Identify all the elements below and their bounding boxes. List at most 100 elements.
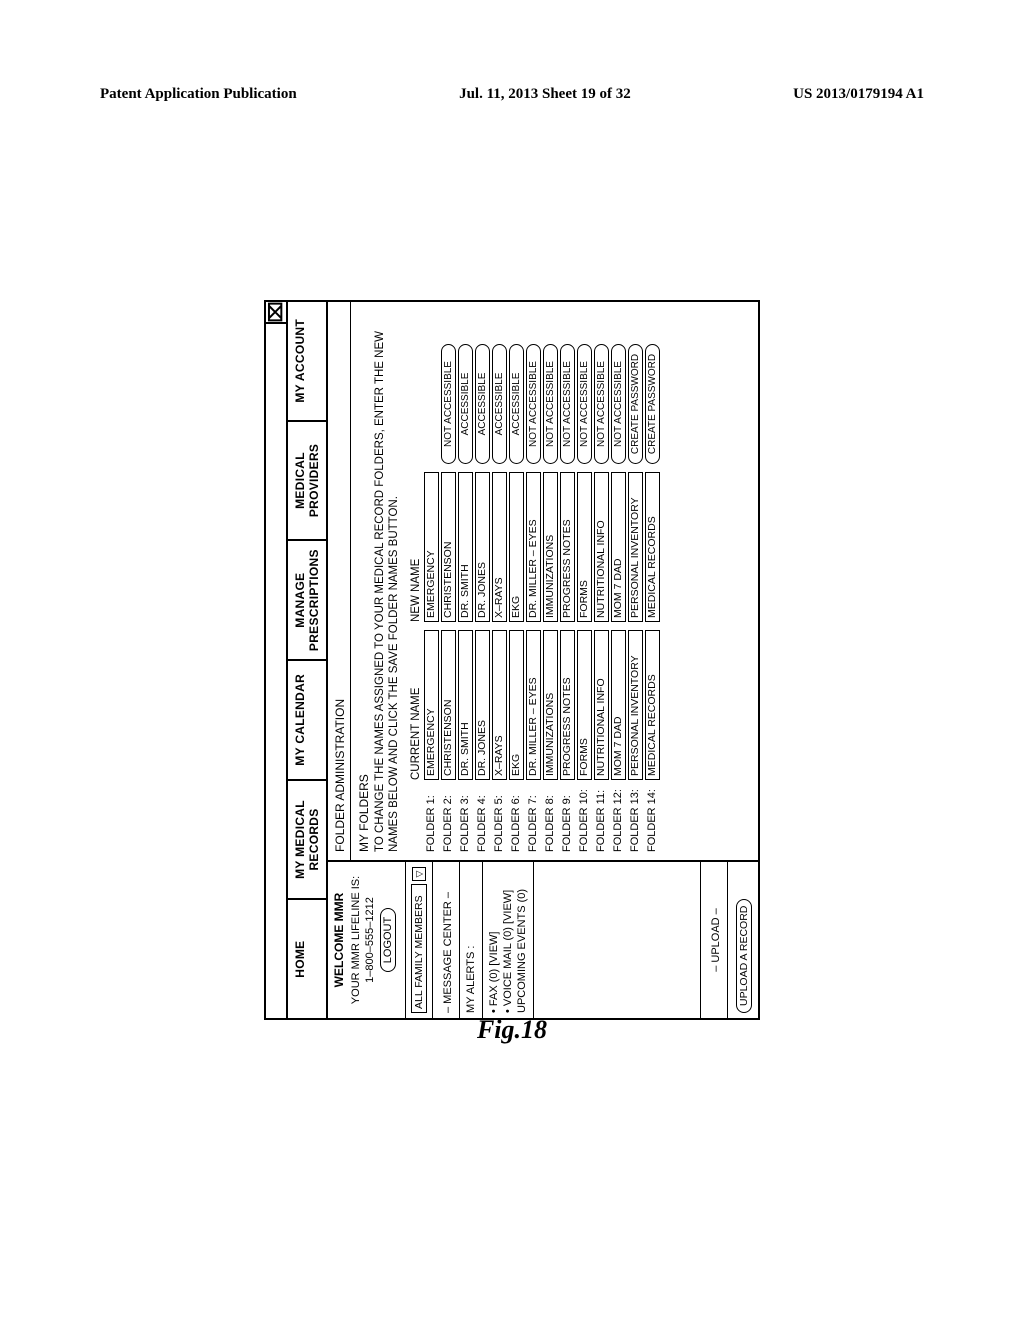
accessibility-button[interactable]: NOT ACCESSIBLE <box>441 344 456 464</box>
title-bar: ⌧ <box>266 302 288 1018</box>
folder-label: FOLDER 8: <box>544 780 556 852</box>
page-header: Patent Application Publication Jul. 11, … <box>100 86 924 103</box>
accessibility-button[interactable]: CREATE PASSWORD <box>645 344 660 464</box>
nav-tabs: HOME MY MEDICAL RECORDS MY CALENDAR MANA… <box>288 302 328 1018</box>
new-name-input[interactable]: DR. JONES <box>475 472 490 622</box>
folder-label: FOLDER 10: <box>578 780 590 852</box>
folder-label: FOLDER 1: <box>425 780 437 852</box>
welcome-label: WELCOME MMR <box>332 867 346 1013</box>
accessibility-button[interactable]: NOT ACCESSIBLE <box>611 344 626 464</box>
accessibility-button[interactable]: NOT ACCESSIBLE <box>560 344 575 464</box>
accessibility-button[interactable]: NOT ACCESSIBLE <box>577 344 592 464</box>
divider <box>700 862 701 1018</box>
accessibility-button[interactable]: ACCESSIBLE <box>492 344 507 464</box>
new-name-input[interactable]: X–RAYS <box>492 472 507 622</box>
folder-row: FOLDER 1:EMERGENCYEMERGENCY <box>424 310 439 852</box>
folder-label: FOLDER 3: <box>459 780 471 852</box>
col-current-name: CURRENT NAME <box>410 630 422 780</box>
folder-row: FOLDER 10:FORMSFORMSNOT ACCESSIBLE <box>577 310 592 852</box>
lifeline-value: 1–800–555–1212 <box>364 867 376 1013</box>
new-name-input[interactable]: EKG <box>509 472 524 622</box>
current-name-field: MEDICAL RECORDS <box>645 630 660 780</box>
my-alerts-label: MY ALERTS : <box>465 867 477 1013</box>
tab-my-account[interactable]: MY ACCOUNT <box>288 302 326 420</box>
folder-label: FOLDER 5: <box>493 780 505 852</box>
current-name-field: PERSONAL INVENTORY <box>628 630 643 780</box>
app-window: ⌧ HOME MY MEDICAL RECORDS MY CALENDAR MA… <box>264 300 760 1020</box>
tab-home[interactable]: HOME <box>288 898 326 1018</box>
accessibility-button[interactable]: ACCESSIBLE <box>509 344 524 464</box>
new-name-input[interactable]: MOM 7 DAD <box>611 472 626 622</box>
divider <box>533 862 534 1018</box>
new-name-input[interactable]: PERSONAL INVENTORY <box>628 472 643 622</box>
upcoming-events[interactable]: UPCOMING EVENTS (0) <box>516 867 528 1013</box>
new-name-input[interactable]: PROGRESS NOTES <box>560 472 575 622</box>
new-name-input[interactable]: EMERGENCY <box>424 472 439 622</box>
tab-medical-providers[interactable]: MEDICAL PROVIDERS <box>288 420 326 540</box>
panel-title: FOLDER ADMINISTRATION <box>331 302 351 860</box>
column-headers: CURRENT NAME NEW NAME <box>410 310 422 852</box>
figure-label: Fig.18 <box>477 1015 547 1045</box>
panel-subtitle: MY FOLDERS <box>357 310 371 852</box>
folder-label: FOLDER 11: <box>595 780 607 852</box>
tab-manage-prescriptions[interactable]: MANAGE PRESCRIPTIONS <box>288 539 326 659</box>
main-panel: FOLDER ADMINISTRATION MY FOLDERS TO CHAN… <box>328 302 758 860</box>
accessibility-button[interactable]: NOT ACCESSIBLE <box>526 344 541 464</box>
logout-button[interactable]: LOGOUT <box>380 908 396 972</box>
accessibility-button[interactable]: NOT ACCESSIBLE <box>594 344 609 464</box>
current-name-field: EKG <box>509 630 524 780</box>
folder-label: FOLDER 4: <box>476 780 488 852</box>
folder-row: FOLDER 5:X–RAYSX–RAYSACCESSIBLE <box>492 310 507 852</box>
new-name-input[interactable]: IMMUNIZATIONS <box>543 472 558 622</box>
current-name-field: CHRISTENSON <box>441 630 456 780</box>
accessibility-button[interactable]: ACCESSIBLE <box>475 344 490 464</box>
family-select[interactable]: ALL FAMILY MEMBERS <box>411 884 427 1013</box>
col-new-name: NEW NAME <box>410 472 422 622</box>
tab-my-medical-records[interactable]: MY MEDICAL RECORDS <box>288 779 326 899</box>
folder-row: FOLDER 9:PROGRESS NOTESPROGRESS NOTESNOT… <box>560 310 575 852</box>
current-name-field: DR. JONES <box>475 630 490 780</box>
folder-label: FOLDER 12: <box>612 780 624 852</box>
divider <box>405 862 406 1018</box>
current-name-field: IMMUNIZATIONS <box>543 630 558 780</box>
alert-fax[interactable]: • FAX (0) [VIEW] <box>488 867 500 1013</box>
new-name-input[interactable]: NUTRITIONAL INFO <box>594 472 609 622</box>
tab-my-calendar[interactable]: MY CALENDAR <box>288 659 326 779</box>
header-right: US 2013/0179194 A1 <box>793 86 924 103</box>
folder-label: FOLDER 9: <box>561 780 573 852</box>
instructions: TO CHANGE THE NAMES ASSIGNED TO YOUR MED… <box>373 310 402 852</box>
folder-label: FOLDER 7: <box>527 780 539 852</box>
divider <box>727 862 728 1018</box>
new-name-input[interactable]: DR. MILLER – EYES <box>526 472 541 622</box>
new-name-input[interactable]: MEDICAL RECORDS <box>645 472 660 622</box>
folder-row: FOLDER 11:NUTRITIONAL INFONUTRITIONAL IN… <box>594 310 609 852</box>
folder-row: FOLDER 14:MEDICAL RECORDSMEDICAL RECORDS… <box>645 310 660 852</box>
folder-row: FOLDER 8:IMMUNIZATIONSIMMUNIZATIONSNOT A… <box>543 310 558 852</box>
lifeline-label: YOUR MMR LIFELINE IS: <box>350 867 362 1013</box>
accessibility-button[interactable]: ACCESSIBLE <box>458 344 473 464</box>
header-left: Patent Application Publication <box>100 86 297 103</box>
folder-row: FOLDER 3:DR. SMITHDR. SMITHACCESSIBLE <box>458 310 473 852</box>
new-name-input[interactable]: DR. SMITH <box>458 472 473 622</box>
close-icon[interactable]: ⌧ <box>266 302 286 324</box>
alert-voicemail[interactable]: • VOICE MAIL (0) [VIEW] <box>502 867 514 1013</box>
upload-record-button[interactable]: UPLOAD A RECORD <box>736 899 752 1013</box>
folder-label: FOLDER 2: <box>442 780 454 852</box>
folder-row: FOLDER 7:DR. MILLER – EYESDR. MILLER – E… <box>526 310 541 852</box>
current-name-field: EMERGENCY <box>424 630 439 780</box>
folder-row: FOLDER 13:PERSONAL INVENTORYPERSONAL INV… <box>628 310 643 852</box>
accessibility-button[interactable]: CREATE PASSWORD <box>628 344 643 464</box>
chevron-down-icon[interactable]: ▽ <box>412 867 426 881</box>
folder-label: FOLDER 6: <box>510 780 522 852</box>
header-center: Jul. 11, 2013 Sheet 19 of 32 <box>459 86 631 103</box>
new-name-input[interactable]: FORMS <box>577 472 592 622</box>
folder-label: FOLDER 14: <box>646 780 658 852</box>
upload-head: – UPLOAD – <box>710 867 722 1013</box>
folder-label: FOLDER 13: <box>629 780 641 852</box>
folder-row: FOLDER 12:MOM 7 DADMOM 7 DADNOT ACCESSIB… <box>611 310 626 852</box>
message-center-head[interactable]: – MESSAGE CENTER – <box>442 867 454 1013</box>
accessibility-button[interactable]: NOT ACCESSIBLE <box>543 344 558 464</box>
new-name-input[interactable]: CHRISTENSON <box>441 472 456 622</box>
current-name-field: X–RAYS <box>492 630 507 780</box>
divider <box>459 862 460 1018</box>
